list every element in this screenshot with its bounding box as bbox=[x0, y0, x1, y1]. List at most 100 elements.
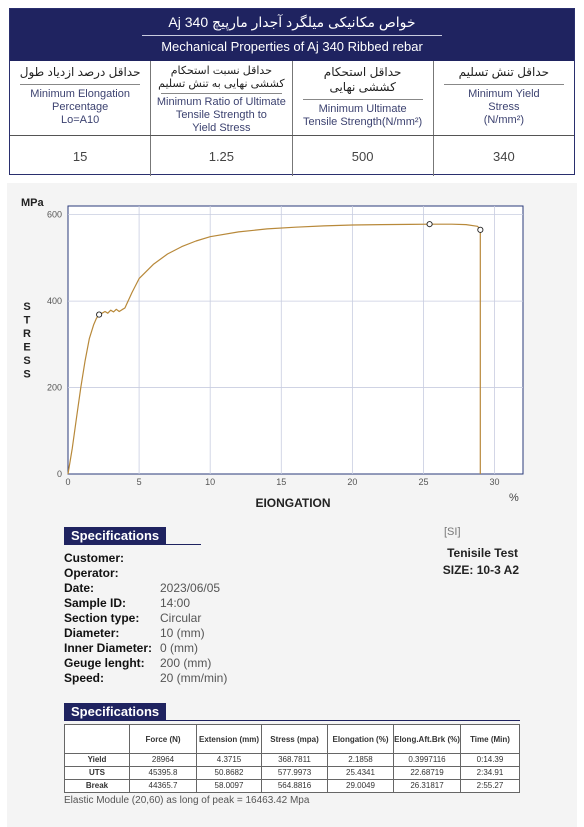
col-label-en: Minimum Yield bbox=[468, 88, 540, 100]
results-header-cell: Time (Min) bbox=[460, 724, 520, 754]
table-cell: 29.0049 bbox=[327, 779, 394, 793]
field-row: Geuge lenght: 200 (mm) bbox=[64, 656, 364, 671]
x-axis-label: EIONGATION bbox=[255, 496, 330, 510]
field-key: Sample ID: bbox=[64, 596, 127, 610]
table-cell: 2.1858 bbox=[327, 753, 394, 767]
plot-area: 0 5 10 15 20 25 30 0 200 400 600 bbox=[47, 205, 524, 487]
col-label-en: Tensile Strength to bbox=[175, 109, 267, 121]
table-cell: 45395.8 bbox=[129, 766, 197, 780]
field-key: Inner Diameter: bbox=[64, 641, 153, 655]
field-row: Customer: bbox=[64, 551, 364, 566]
col-label-en: (N/mm²) bbox=[483, 114, 525, 126]
field-row: Date: 2023/06/05 bbox=[64, 581, 364, 596]
results-header-cell: Force (N) bbox=[129, 724, 197, 754]
field-key: Customer: bbox=[64, 551, 125, 565]
test-title: Tenisile Test bbox=[447, 546, 518, 560]
y-tick-label: 0 bbox=[57, 469, 62, 479]
col-label-en: Minimum Elongation bbox=[30, 88, 130, 100]
results-heading: Specifications bbox=[64, 703, 167, 721]
field-key: Operator: bbox=[64, 566, 119, 580]
table-row: Yield 28964 4.3715 368.7811 2.1858 0.399… bbox=[64, 753, 520, 767]
results-table: Force (N) Extension (mm) Stress (mpa) El… bbox=[64, 724, 520, 793]
specifications-heading: Specifications bbox=[64, 527, 167, 545]
table-cell: 564.8816 bbox=[261, 779, 328, 793]
col-divider bbox=[20, 84, 141, 85]
field-key: Date: bbox=[64, 581, 95, 595]
field-key: Speed: bbox=[64, 671, 105, 685]
field-value: 2023/06/05 bbox=[160, 581, 221, 595]
title-persian: خواص مکانیکی میلگرد آجدار مارپیچ Aj 340 bbox=[168, 14, 416, 30]
field-value: 10 (mm) bbox=[160, 626, 205, 640]
properties-header-row: حداقل درصد ازدیاد طول Minimum Elongation… bbox=[10, 61, 574, 136]
table-cell: 25.4341 bbox=[327, 766, 394, 780]
x-unit-label: % bbox=[509, 492, 519, 504]
marker-yield bbox=[96, 311, 103, 318]
properties-table: خواص مکانیکی میلگرد آجدار مارپیچ Aj 340 … bbox=[9, 8, 575, 176]
field-row: Sample ID: 14:00 bbox=[64, 596, 364, 611]
plot-frame bbox=[67, 205, 524, 475]
x-tick-label: 15 bbox=[276, 477, 286, 487]
title-divider bbox=[142, 35, 442, 36]
field-row: Diameter: 10 (mm) bbox=[64, 626, 364, 641]
field-key: Geuge lenght: bbox=[64, 656, 145, 670]
table-cell: 4.3715 bbox=[196, 753, 262, 767]
field-row: Operator: bbox=[64, 566, 364, 581]
ratio-value: 1.25 bbox=[151, 136, 293, 176]
y-axis-label-letter: E bbox=[23, 342, 30, 354]
field-row: Section type: Circular bbox=[64, 611, 364, 626]
y-tick-label: 400 bbox=[47, 296, 62, 306]
row-label: Break bbox=[64, 779, 130, 793]
table-row: Break 44365.7 58.0097 564.8816 29.0049 2… bbox=[64, 779, 520, 793]
specifications-fields: Customer: Operator: Date: 2023/06/05 Samp… bbox=[64, 551, 364, 686]
col-label-fa: حداقل استحکام bbox=[323, 65, 402, 79]
marker-break bbox=[477, 226, 484, 233]
elastic-modulus-note: Elastic Module (20,60) as long of peak =… bbox=[64, 795, 310, 806]
table-cell: 0:14.39 bbox=[460, 753, 520, 767]
field-key: Diameter: bbox=[64, 626, 120, 640]
properties-value-row: 15 1.25 500 340 bbox=[10, 136, 574, 176]
table-row: UTS 45395.8 50.8682 577.9973 25.4341 22.… bbox=[64, 766, 520, 780]
title-english: Mechanical Properties of Aj 340 Ribbed r… bbox=[161, 39, 423, 54]
col-divider bbox=[302, 99, 423, 100]
table-cell: 28964 bbox=[129, 753, 197, 767]
field-row: Inner Diameter: 0 (mm) bbox=[64, 641, 364, 656]
col-label-en: Stress bbox=[488, 101, 520, 113]
col-label-en: Yield Stress bbox=[192, 122, 251, 134]
results-header-cell bbox=[64, 724, 130, 754]
y-unit-label: MPa bbox=[21, 197, 45, 209]
sample-size: SIZE: 10-3 A2 bbox=[442, 563, 519, 577]
y-axis-label-letter: R bbox=[23, 328, 31, 340]
col-divider bbox=[443, 84, 564, 85]
y-tick-label: 600 bbox=[47, 210, 62, 220]
uts-value: 500 bbox=[293, 136, 434, 176]
field-value: 14:00 bbox=[160, 596, 191, 610]
y-axis-label-letter: S bbox=[23, 301, 30, 313]
table-cell: 22.68719 bbox=[393, 766, 461, 780]
row-label: Yield bbox=[64, 753, 130, 767]
stress-curve bbox=[67, 223, 481, 475]
table-cell: 577.9973 bbox=[261, 766, 328, 780]
col-label-fa: کششی نهایی به تنش تسلیم bbox=[158, 78, 285, 90]
table-cell: 50.8682 bbox=[196, 766, 262, 780]
col-label-en: Lo=A10 bbox=[61, 114, 100, 126]
col-label-en: Percentage bbox=[51, 101, 109, 113]
unit-system-badge: [SI] bbox=[444, 526, 461, 538]
col-label-en: Minimum Ratio of Ultimate bbox=[156, 96, 286, 108]
x-tick-label: 30 bbox=[490, 477, 500, 487]
field-key: Section type: bbox=[64, 611, 140, 625]
field-value: 20 (mm/min) bbox=[160, 671, 228, 685]
field-row: Speed: 20 (mm/min) bbox=[64, 671, 364, 686]
x-tick-label: 10 bbox=[205, 477, 215, 487]
marker-uts bbox=[426, 221, 433, 228]
table-cell: 44365.7 bbox=[129, 779, 197, 793]
results-header-cell: Elongation (%) bbox=[327, 724, 394, 754]
col-label-fa: حداقل درصد ازدیاد طول bbox=[19, 65, 141, 79]
col-label-en: Minimum Ultimate bbox=[318, 103, 407, 115]
elongation-value: 15 bbox=[10, 136, 152, 176]
table-cell: 2:34.91 bbox=[460, 766, 520, 780]
properties-title-bar: خواص مکانیکی میلگرد آجدار مارپیچ Aj 340 … bbox=[10, 9, 574, 61]
x-tick-label: 0 bbox=[65, 477, 70, 487]
